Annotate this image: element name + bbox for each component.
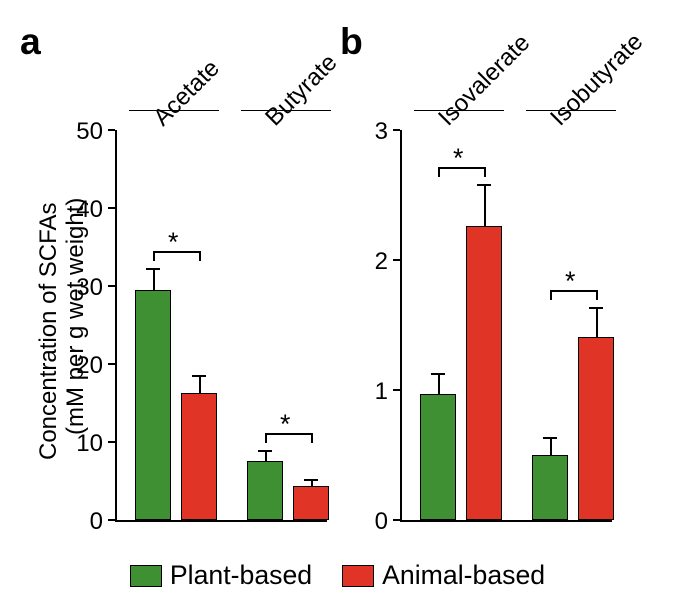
legend-item-plant: Plant-based <box>130 560 312 591</box>
sig-star: * <box>453 143 463 174</box>
sig-bracket-right <box>596 290 598 300</box>
y-tick-label: 30 <box>65 274 103 302</box>
sig-bracket-right <box>199 251 201 261</box>
bar-b-isobutyrate-animal <box>578 337 614 520</box>
y-tick <box>393 389 400 391</box>
bar-b-isovalerate-animal <box>466 226 502 520</box>
error-whisker <box>153 269 155 290</box>
scfa-figure: a b Concentration of SCFAs(mM per g wet we… <box>0 0 675 605</box>
legend-item-animal: Animal-based <box>342 560 545 591</box>
y-tick <box>108 519 115 521</box>
bar-a-butyrate-animal <box>293 486 329 520</box>
error-cap <box>589 307 603 309</box>
group-label-acetate: Acetate <box>148 55 225 132</box>
panel-a-label: a <box>20 20 41 63</box>
y-tick <box>393 519 400 521</box>
bar-b-isobutyrate-plant <box>532 455 568 520</box>
sig-bracket-left <box>265 433 267 443</box>
y-tick <box>108 129 115 131</box>
error-cap <box>304 479 318 481</box>
error-whisker <box>550 438 552 455</box>
y-tick-label: 3 <box>350 118 388 146</box>
sig-bracket-left <box>550 290 552 300</box>
group-label-butyrate: Butyrate <box>260 49 343 132</box>
error-cap <box>543 437 557 439</box>
error-whisker <box>596 308 598 337</box>
error-whisker <box>265 451 267 460</box>
bar-a-acetate-plant <box>135 290 171 520</box>
sig-star: * <box>565 266 575 297</box>
error-whisker <box>199 377 201 393</box>
legend-label: Plant-based <box>170 560 312 591</box>
error-whisker <box>438 374 440 394</box>
y-tick <box>108 441 115 443</box>
bar-a-acetate-animal <box>181 393 217 520</box>
error-cap <box>146 268 160 270</box>
y-tick-label: 40 <box>65 196 103 224</box>
sig-bracket-right <box>311 433 313 443</box>
y-tick-label: 50 <box>65 118 103 146</box>
error-cap <box>192 375 206 377</box>
error-cap <box>258 450 272 452</box>
y-tick <box>108 207 115 209</box>
legend: Plant-based Animal-based <box>0 560 675 591</box>
panel-b-label: b <box>340 20 363 63</box>
bar-b-isovalerate-plant <box>420 394 456 520</box>
sig-star: * <box>168 227 178 258</box>
sig-star: * <box>280 409 290 440</box>
y-axis-title-line2: (mM per g wet weight) <box>62 198 90 435</box>
group-label-isovalerate: Isovalerate <box>433 29 536 132</box>
y-tick-label: 20 <box>65 352 103 380</box>
y-tick-label: 0 <box>65 508 103 536</box>
plot-area-b: ** <box>400 130 612 522</box>
error-cap <box>431 373 445 375</box>
group-label-isobutyrate: Isobutyrate <box>545 28 649 132</box>
sig-bracket-right <box>484 167 486 177</box>
y-axis-title-line1: Concentration of SCFAs <box>35 203 63 460</box>
legend-swatch <box>342 565 374 587</box>
legend-swatch <box>130 565 162 587</box>
plot-area-a: ** <box>115 130 327 522</box>
y-tick <box>108 363 115 365</box>
y-tick-label: 1 <box>350 378 388 406</box>
y-tick <box>108 285 115 287</box>
y-tick <box>393 129 400 131</box>
error-whisker <box>484 185 486 227</box>
sig-bracket-left <box>438 167 440 177</box>
bar-a-butyrate-plant <box>247 461 283 520</box>
error-cap <box>477 184 491 186</box>
sig-bracket-left <box>153 251 155 261</box>
y-tick <box>393 259 400 261</box>
legend-label: Animal-based <box>382 560 545 591</box>
y-tick-label: 10 <box>65 430 103 458</box>
y-tick-label: 0 <box>350 508 388 536</box>
y-tick-label: 2 <box>350 248 388 276</box>
